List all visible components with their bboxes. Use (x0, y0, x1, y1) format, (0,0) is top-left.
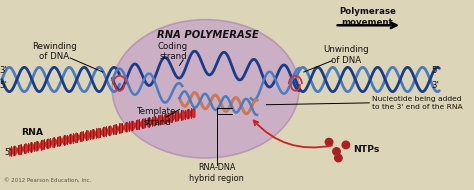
Circle shape (325, 138, 333, 146)
Circle shape (342, 141, 350, 149)
Text: Nucleotide being added
to the 3' end of the RNA: Nucleotide being added to the 3' end of … (372, 96, 463, 110)
Text: RNA: RNA (21, 128, 43, 137)
Text: 3': 3' (432, 81, 439, 90)
Circle shape (333, 148, 340, 155)
Text: NTPs: NTPs (353, 145, 380, 154)
Text: Rewinding
of DNA: Rewinding of DNA (32, 42, 77, 61)
Text: 3': 3' (0, 66, 8, 75)
Text: Template
strand: Template strand (137, 107, 177, 127)
Text: 5': 5' (5, 148, 12, 157)
Text: RNA-DNA
hybrid region: RNA-DNA hybrid region (190, 163, 244, 183)
Text: RNA POLYMERASE: RNA POLYMERASE (156, 30, 258, 40)
Ellipse shape (112, 20, 299, 158)
Text: 5': 5' (0, 81, 8, 90)
Text: © 2012 Pearson Education, Inc.: © 2012 Pearson Education, Inc. (4, 178, 91, 183)
Text: Coding
strand: Coding strand (158, 42, 188, 61)
Circle shape (335, 154, 342, 162)
Text: Polymerase
movement: Polymerase movement (339, 7, 396, 27)
Text: Unwinding
of DNA: Unwinding of DNA (323, 45, 369, 65)
Text: 5': 5' (432, 66, 439, 75)
